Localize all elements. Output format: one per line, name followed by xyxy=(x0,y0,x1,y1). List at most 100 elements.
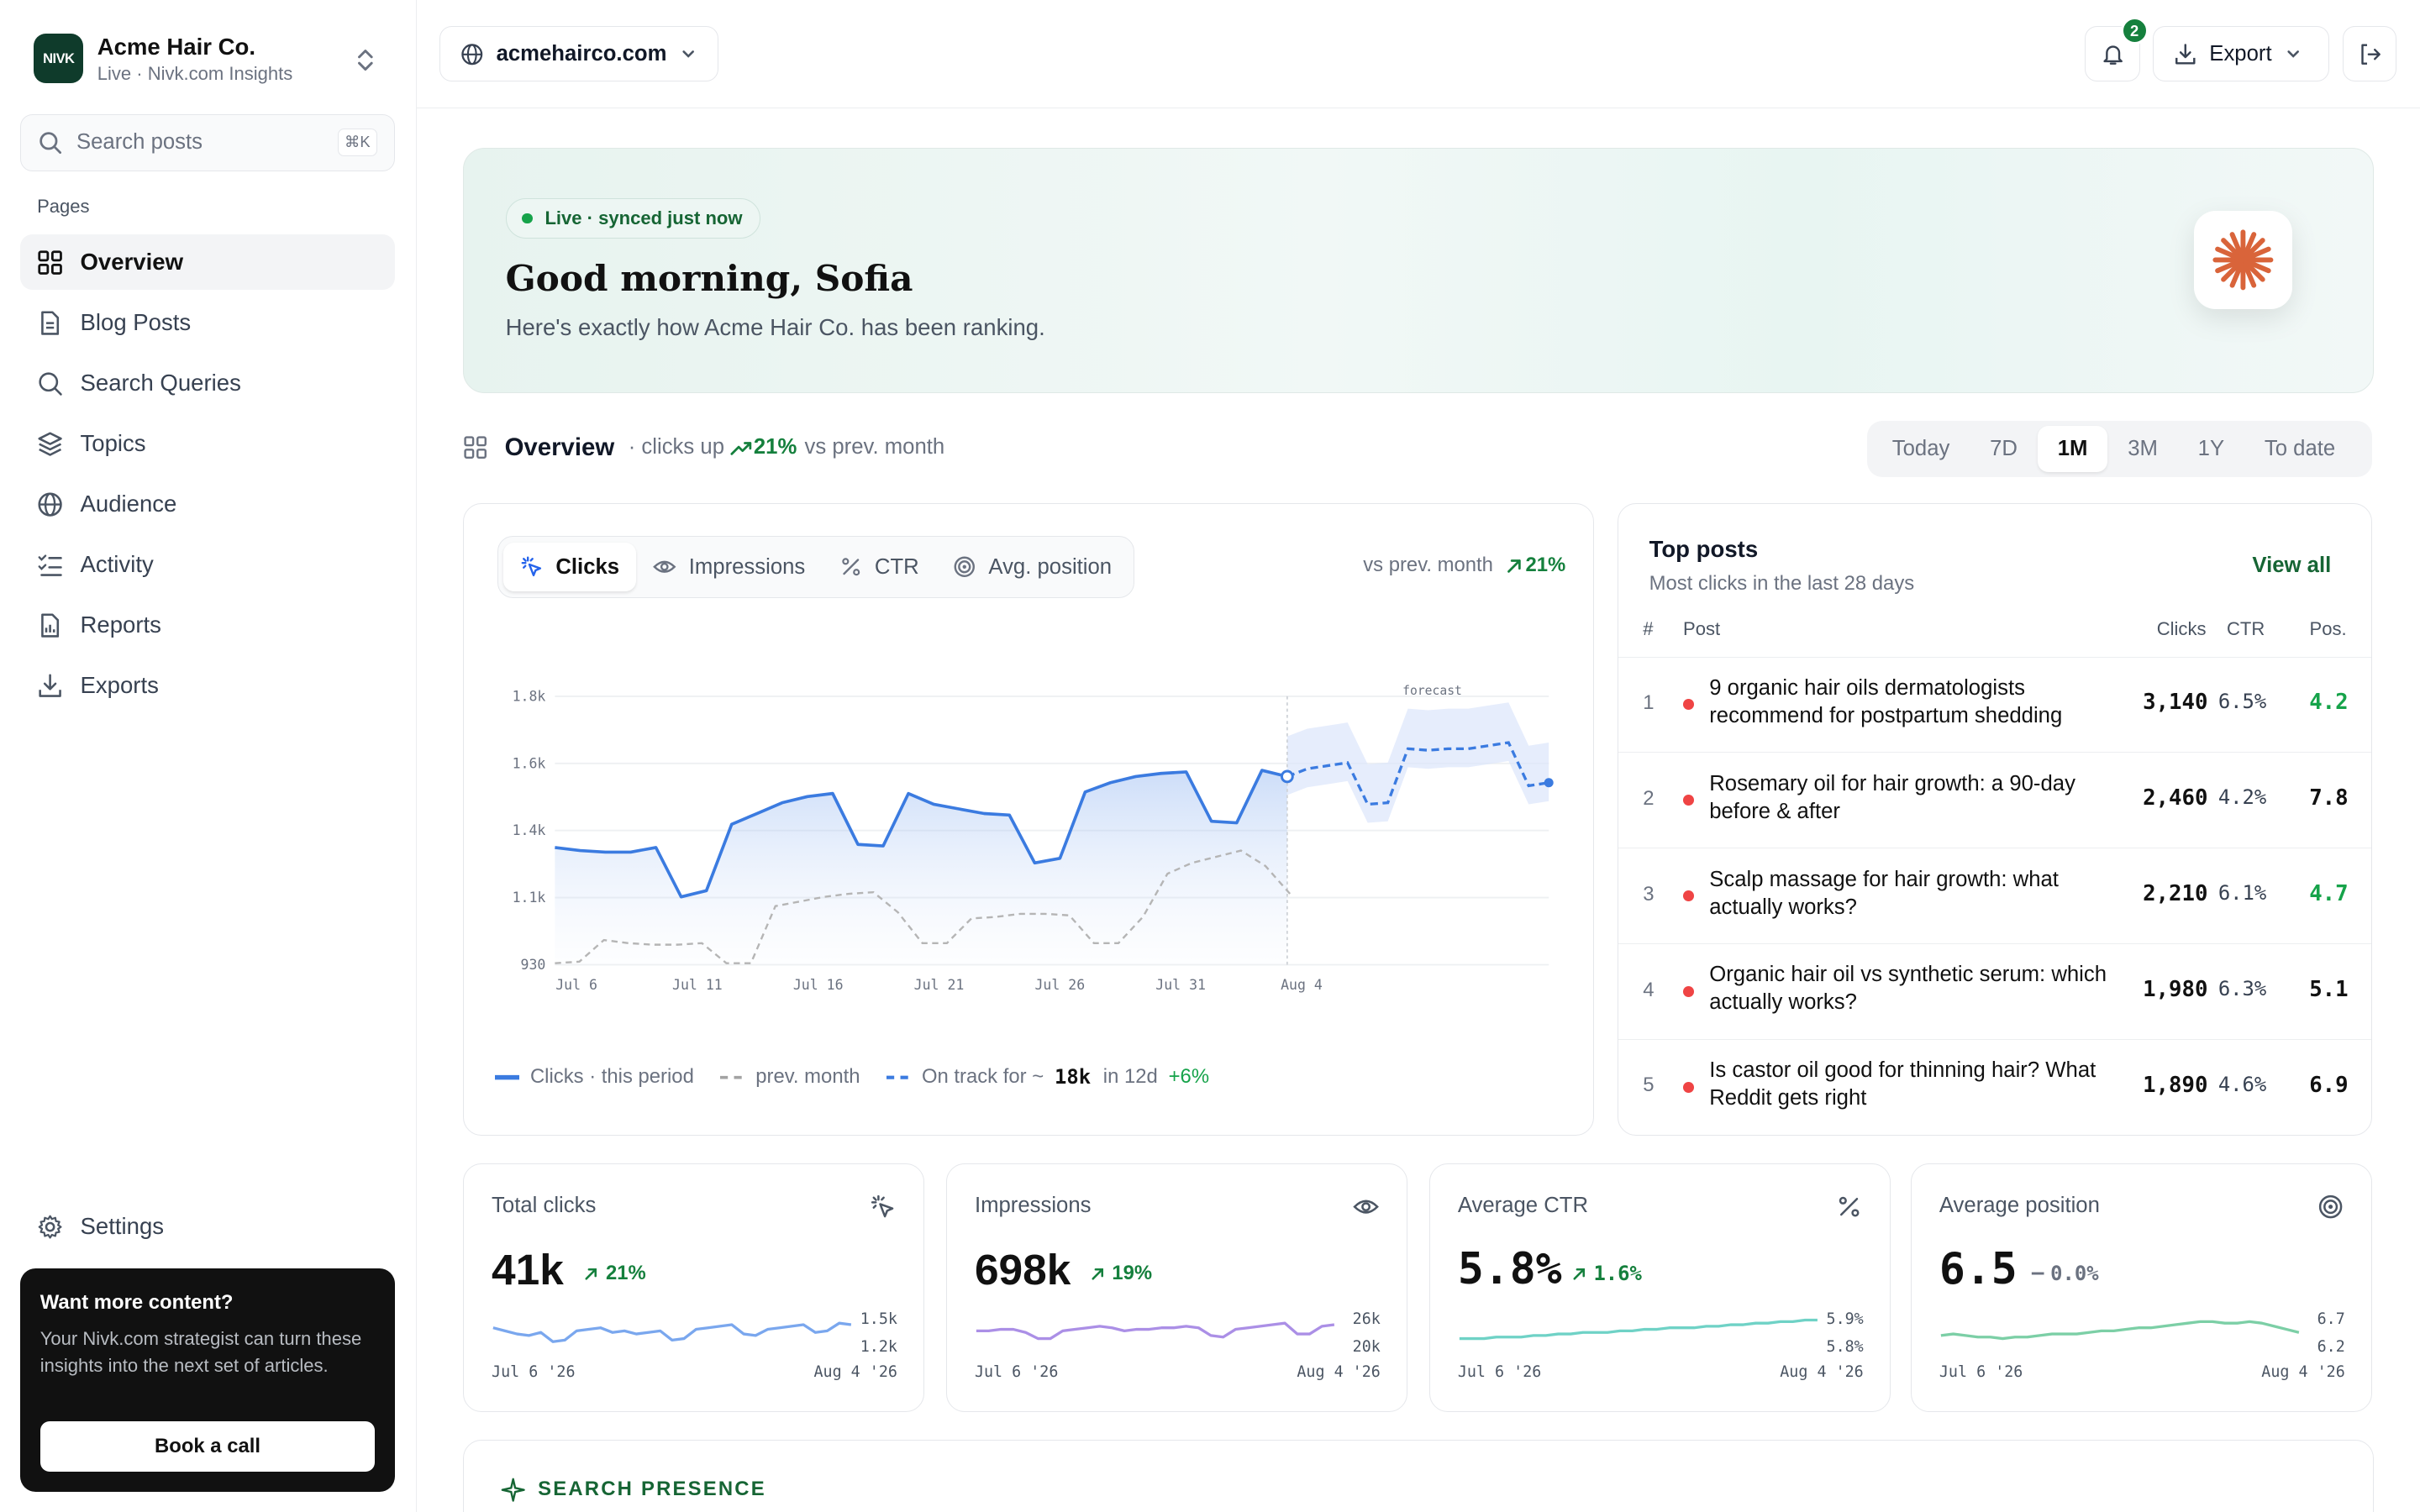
sidebar-item-exports[interactable]: Exports xyxy=(20,658,395,713)
range-3m[interactable]: 3M xyxy=(2128,436,2158,460)
sidebar-item-label: Reports xyxy=(80,612,161,638)
table-row[interactable]: 3 Scalp massage for hair growth: what ac… xyxy=(1618,848,2372,943)
search-shortcut: ⌘K xyxy=(337,129,377,157)
overview-header: Overview · clicks up 21% vs prev. month xyxy=(463,420,944,475)
tab-label: Impressions xyxy=(688,554,806,579)
tab-label: Clicks xyxy=(555,554,620,579)
logout-icon xyxy=(2360,44,2381,65)
forecast-end-point xyxy=(1544,778,1554,788)
percent-icon xyxy=(841,558,860,576)
stat-card-impressions[interactable]: Impressions 698k 19% 26k 20k Jul 6 '26 A… xyxy=(945,1163,1408,1412)
y-tick-label: 930 xyxy=(521,957,546,973)
download-icon xyxy=(39,673,61,697)
trend-up-icon xyxy=(730,441,752,455)
eye-icon xyxy=(653,560,676,574)
legend-swatch-prev xyxy=(720,1075,745,1079)
grid-icon xyxy=(464,436,487,459)
sparkle-icon xyxy=(501,1478,525,1502)
post-clicks: 2,460 xyxy=(2143,785,2208,811)
stat-max: 6.7 xyxy=(2317,1310,2345,1329)
layers-icon xyxy=(38,432,62,456)
col-header-num: # xyxy=(1643,617,1654,639)
search-icon xyxy=(39,132,62,155)
cursor-click-icon xyxy=(871,1194,894,1218)
sidebar-item-reports[interactable]: Reports xyxy=(20,597,395,653)
export-button[interactable]: Export xyxy=(2153,26,2329,82)
sidebar-item-activity[interactable]: Activity xyxy=(20,537,395,592)
range-7d[interactable]: 7D xyxy=(1990,436,2018,460)
greeting-subtitle: Here's exactly how Acme Hair Co. has bee… xyxy=(505,313,1045,340)
row-rank: 2 xyxy=(1643,786,1655,810)
book-call-button[interactable]: Book a call xyxy=(39,1420,376,1473)
tab-ctr[interactable]: CTR xyxy=(822,543,935,592)
stat-delta: 1.6% xyxy=(1570,1262,1642,1285)
stat-label: Total clicks xyxy=(492,1193,597,1217)
notification-count-badge: 2 xyxy=(2120,17,2149,45)
sidebar-item-blog-posts[interactable]: Blog Posts xyxy=(20,295,395,350)
stat-start-date: Jul 6 '26 xyxy=(1457,1362,1542,1381)
stat-sparkline xyxy=(1459,1318,1818,1341)
overview-summary-suffix: vs prev. month xyxy=(804,435,945,459)
notifications-button[interactable] xyxy=(2085,26,2141,82)
stat-card-average-ctr[interactable]: Average CTR 5.8% 1.6% 5.9% 5.8% Jul 6 '2… xyxy=(1428,1163,1891,1412)
range-1m[interactable]: 1M xyxy=(2037,425,2108,472)
table-row[interactable]: 2 Rosemary oil for hair growth: a 90-day… xyxy=(1618,752,2372,848)
status-dot xyxy=(1683,890,1694,901)
chevron-down-icon xyxy=(682,50,694,58)
status-dot xyxy=(1683,699,1694,710)
live-status-text: Live · synced just now xyxy=(544,207,743,228)
range-1y[interactable]: 1Y xyxy=(2197,436,2225,460)
vs-prev-label: vs prev. month xyxy=(1363,553,1493,576)
sidebar-item-label: Exports xyxy=(80,672,159,699)
post-position: 4.2 xyxy=(2309,690,2349,716)
workspace-switcher[interactable]: NIVK Acme Hair Co. Live · Nivk.com Insig… xyxy=(34,34,397,86)
sparkline-series xyxy=(1459,1318,1818,1341)
bell-icon xyxy=(2103,45,2123,65)
y-tick-label: 1.8k xyxy=(513,689,546,705)
forecast-band xyxy=(1286,702,1549,823)
grid-icon xyxy=(38,249,62,275)
sparkle-badge xyxy=(2193,210,2293,310)
range-to-date[interactable]: To date xyxy=(2264,436,2336,460)
legend-track-pct: +6% xyxy=(1168,1065,1210,1089)
promo-title: Want more content? xyxy=(39,1291,234,1315)
arrow-up-right-icon xyxy=(585,1268,597,1280)
brand-name: Acme Hair Co. xyxy=(97,34,255,60)
stat-label: Impressions xyxy=(974,1193,1092,1217)
table-row[interactable]: 4 Organic hair oil vs synthetic serum: w… xyxy=(1618,943,2372,1039)
stat-card-total-clicks[interactable]: Total clicks 41k 21% 1.5k 1.2k Jul 6 '26… xyxy=(463,1163,925,1412)
brand-logo: NIVK xyxy=(34,34,84,84)
x-tick-label: Jul 26 xyxy=(1034,977,1085,993)
logout-button[interactable] xyxy=(2343,26,2397,82)
tab-avg-position[interactable]: Avg. position xyxy=(936,543,1128,592)
sidebar-item-settings[interactable]: Settings xyxy=(20,1199,395,1254)
live-dot xyxy=(521,213,533,224)
stat-card-average-position[interactable]: Average position 6.5 0.0% 6.7 6.2 Jul 6 … xyxy=(1910,1163,2372,1412)
legend-track-value: 18k xyxy=(1054,1065,1092,1089)
post-position: 7.8 xyxy=(2309,785,2349,811)
stat-start-date: Jul 6 '26 xyxy=(1939,1362,2023,1381)
dash-icon xyxy=(2032,1272,2044,1275)
post-ctr: 6.5% xyxy=(2217,690,2267,714)
table-row[interactable]: 1 9 organic hair oils dermatologists rec… xyxy=(1618,656,2372,753)
sidebar-item-overview[interactable]: Overview xyxy=(19,234,396,291)
domain-selector[interactable]: acmehairco.com xyxy=(439,26,719,82)
legend-swatch-track xyxy=(886,1075,912,1079)
tab-clicks[interactable]: Clicks xyxy=(502,542,637,592)
search-placeholder: Search posts xyxy=(76,130,203,155)
stat-end-date: Aug 4 '26 xyxy=(813,1362,897,1381)
table-row[interactable]: 5 Is castor oil good for thinning hair? … xyxy=(1618,1039,2372,1135)
sidebar-item-search-queries[interactable]: Search Queries xyxy=(20,355,395,411)
view-all-link[interactable]: View all xyxy=(2252,553,2332,577)
legend-on-track: On track for ~ xyxy=(921,1065,1044,1089)
post-clicks: 1,980 xyxy=(2143,976,2208,1002)
range-today[interactable]: Today xyxy=(1891,436,1950,460)
sidebar-item-label: Topics xyxy=(80,430,146,457)
sidebar-item-topics[interactable]: Topics xyxy=(20,416,395,471)
tab-impressions[interactable]: Impressions xyxy=(636,543,822,592)
date-range-selector: Today 7D 1M 3M 1Y To date xyxy=(1867,421,2372,477)
sidebar-item-label: Activity xyxy=(80,551,154,578)
sidebar-item-audience[interactable]: Audience xyxy=(20,476,395,532)
search-posts-input[interactable]: Search posts ⌘K xyxy=(19,113,396,171)
